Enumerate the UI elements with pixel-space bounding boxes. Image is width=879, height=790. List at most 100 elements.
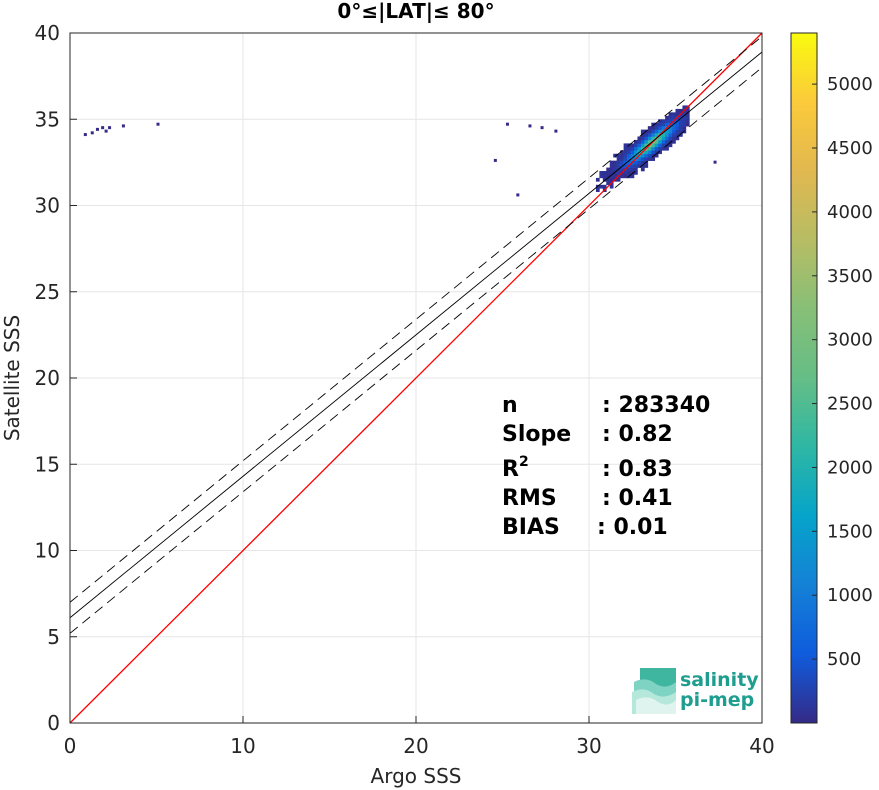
heatmap-cell [620,153,624,158]
heatmap-cell [678,133,683,137]
heatmap-outlier [121,124,125,128]
heatmap-cell [654,122,659,127]
heatmap-cell [640,153,645,158]
heatmap-cell [651,136,656,141]
heatmap-outlier [528,124,532,128]
heatmap-cell [623,164,628,168]
heatmap-cell [672,133,676,137]
heatmap-cell [661,136,666,141]
heatmap-cell [658,143,662,148]
heatmap-cell [654,146,659,151]
x-axis-ticks: 0 10 20 30 40 [64,716,775,758]
heatmap-cell [623,160,628,165]
heatmap-outlier [90,131,94,135]
heatmap-cell [616,177,621,182]
heatmap-cell [616,153,621,158]
heatmap-cell [658,139,662,144]
heatmap-outlier [95,127,99,131]
heatmap-cell [678,126,683,130]
heatmap-cell [685,112,690,117]
colorbar-tick-label: 2000 [827,457,873,478]
heatmap-cell [678,108,683,113]
line-1-1 [69,32,763,724]
heatmap-cell [630,146,635,151]
heatmap-cell [606,171,611,175]
heatmap-cell [654,153,659,158]
heatmap-cell [665,146,669,151]
line-fit-rms [69,36,763,603]
heatmap-cell [637,139,642,144]
heatmap-cell [647,153,652,158]
stat-r2-base: R [502,457,519,482]
heatmap-cell [623,146,628,151]
stats-box: n : 283340 Slope : 0.82 R2 : 0.83 RMS : … [502,393,710,540]
heatmap-cell [595,177,600,182]
heatmap-cell [661,143,666,148]
heatmap-cell [633,160,638,165]
heatmap-cell [609,164,614,168]
heatmap-cell [658,119,662,123]
stat-n-value: : 283340 [602,393,710,418]
heatmap-cell [644,133,649,137]
y-tick-label: 5 [47,625,60,649]
stat-rms-label: RMS [502,486,557,511]
x-tick-label: 10 [230,734,255,758]
heatmap-cell [633,139,638,144]
heatmap-cell [668,129,673,134]
colorbar [790,32,818,724]
heatmap-cell [633,164,638,168]
heatmap-cell [685,115,690,120]
heatmap-cell [599,174,604,179]
heatmap-cell [616,164,621,168]
line-fit [69,51,763,619]
heatmap-cell [665,129,669,134]
heatmap-cell [630,143,635,148]
heatmap-cell [640,164,645,168]
heatmap-cell [613,167,617,172]
heatmap-cell [644,136,649,141]
heatmap-cell [661,119,666,123]
stat-r2-sup: 2 [519,454,529,470]
heatmap-cell [647,136,652,141]
heatmap-cell [633,171,638,175]
heatmap-outlier [505,122,509,126]
heatmap-cell [675,112,680,117]
heatmap-cell [672,115,676,120]
heatmap-cell [672,122,676,127]
heatmap-cell [640,157,645,161]
line-fit-rms [69,67,763,634]
heatmap-cell [599,184,604,189]
heatmap-cell [595,188,600,192]
heatmap-cell [640,133,645,137]
heatmap-cell [647,146,652,151]
heatmap-cell [633,143,638,148]
heatmap-cell [672,136,676,141]
heatmap-cell [613,171,617,175]
heatmap-cell [630,171,635,175]
heatmap-cell [630,174,635,179]
heatmap-cell [630,157,635,161]
heatmap-cell [654,143,659,148]
heatmap-cell [616,160,621,165]
heatmap-outlier [493,158,497,162]
y-tick-label: 15 [35,452,60,476]
heatmap-cell [640,160,645,165]
heatmap-cell [675,133,680,137]
heatmap-cell [658,136,662,141]
heatmap-cell [609,167,614,172]
colorbar-tick-label: 4000 [827,202,873,223]
heatmap-cell [654,129,659,134]
heatmap-cell [613,164,617,168]
heatmap-cell [658,126,662,130]
stat-bias-label: BIAS [502,515,560,540]
heatmap-cell [672,112,676,117]
heatmap-cell [606,181,611,186]
heatmap-cell [668,143,673,148]
heatmap-cell [651,129,656,134]
heatmap-cell [661,133,666,137]
heatmap-cell [609,184,614,189]
heatmap-cell [678,115,683,120]
heatmap-cell [665,115,669,120]
heatmap-cell [627,157,631,161]
